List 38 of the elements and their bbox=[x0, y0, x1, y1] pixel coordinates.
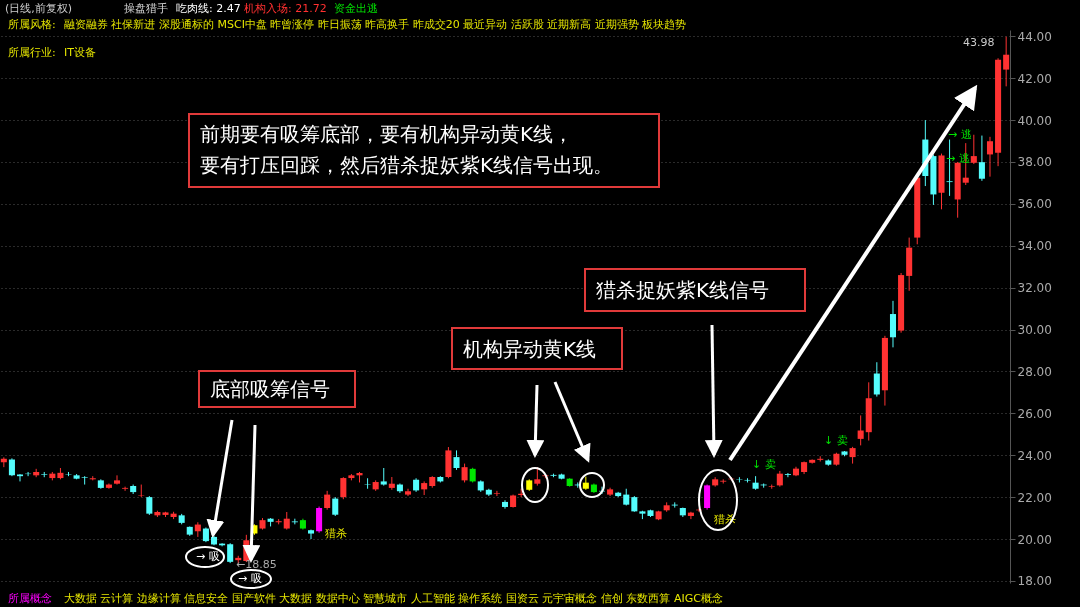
annotation: 前期要有吸筹底部，要有机构异动黄K线， bbox=[200, 122, 574, 146]
annotation: IT设备 bbox=[64, 46, 96, 60]
annotation: 所属行业: bbox=[8, 46, 56, 60]
y-tick-label: 28.00 bbox=[1017, 364, 1052, 379]
text: 吃肉线: 2.47 bbox=[176, 2, 241, 16]
y-tick-label: 36.00 bbox=[1017, 197, 1052, 212]
annotation: → 吸 bbox=[196, 550, 220, 564]
chart-title: (日线,前复权) bbox=[5, 2, 73, 16]
annotation: 所属风格: bbox=[8, 18, 56, 32]
annotation: ↓ 卖 bbox=[752, 458, 776, 472]
text: 所属概念 bbox=[8, 592, 52, 606]
annotation: 机构异动黄K线 bbox=[451, 327, 623, 370]
y-tick-label: 40.00 bbox=[1017, 113, 1052, 128]
annotation: 要有打压回踩，然后猎杀捉妖紫K线信号出现。 bbox=[200, 152, 614, 179]
annotation: → 逃 bbox=[948, 128, 972, 142]
y-tick-label: 26.00 bbox=[1017, 406, 1052, 421]
y-tick-label: 44.00 bbox=[1017, 29, 1052, 44]
y-tick-label: 34.00 bbox=[1017, 239, 1052, 254]
text: 操盘猎手 bbox=[124, 2, 168, 16]
y-tick-label: 18.00 bbox=[1017, 574, 1052, 589]
annotation: 底部吸筹信号 bbox=[198, 370, 356, 408]
annotation: 43.98 bbox=[963, 36, 995, 50]
y-tick-label: 24.00 bbox=[1017, 448, 1052, 463]
text: 大数据 云计算 边缘计算 信息安全 国产软件 大数据 数据中心 智慧城市 人工智能 操作系统 国资云 元宇宙概念 信创 东数西算 AIGC概念 bbox=[64, 592, 723, 606]
y-tick-label: 22.00 bbox=[1017, 490, 1052, 505]
y-tick-label: 38.00 bbox=[1017, 155, 1052, 170]
text: 资金出逃 bbox=[334, 2, 378, 16]
annotation: ←18.85 bbox=[236, 558, 277, 572]
annotation: → 吸 bbox=[238, 572, 262, 586]
annotation: ↓ 卖 bbox=[824, 434, 848, 448]
y-tick-label: 20.00 bbox=[1017, 532, 1052, 547]
text: 机构入场: 21.72 bbox=[244, 2, 327, 16]
y-tick-label: 42.00 bbox=[1017, 71, 1052, 86]
y-tick-label: 30.00 bbox=[1017, 323, 1052, 338]
annotation: 融资融券 社保新进 深股通标的 MSCI中盘 昨曾涨停 昨日振荡 昨高换手 昨成交20 最近异动 活跃股 近期新高 近期强势 板块趋势 bbox=[64, 18, 687, 32]
y-tick-label: 32.00 bbox=[1017, 281, 1052, 296]
annotation: 猎杀 bbox=[325, 527, 347, 541]
annotation: 猎杀捉妖紫K线信号 bbox=[584, 268, 806, 312]
